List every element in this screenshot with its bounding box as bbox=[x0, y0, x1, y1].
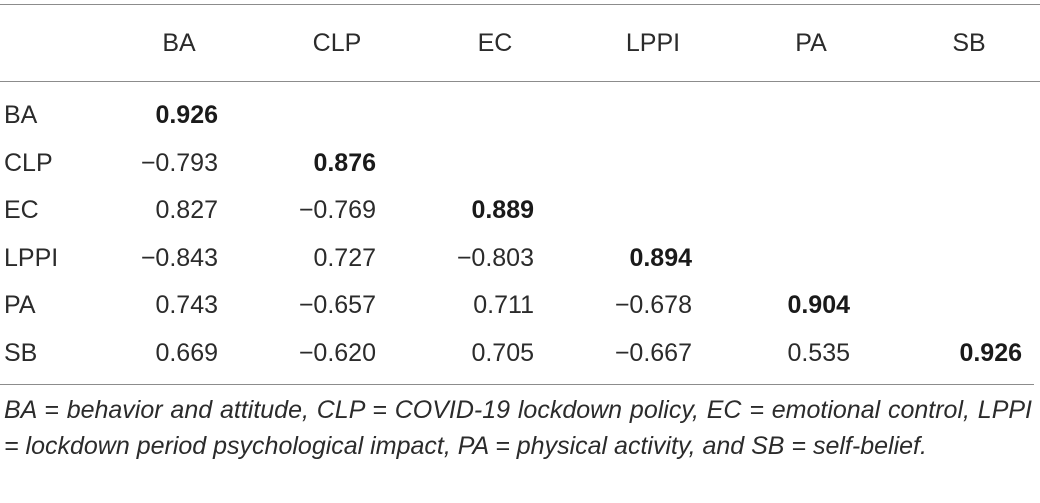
row-label-clp: CLP bbox=[4, 148, 53, 177]
col-header-sb: SB bbox=[952, 28, 986, 57]
header-row: BA CLP EC LPPI PA SB bbox=[0, 4, 1040, 82]
row-label-pa: PA bbox=[4, 291, 36, 320]
cell-ec-lppi bbox=[574, 187, 732, 235]
table-bottom-rule bbox=[0, 384, 1034, 385]
col-header-clp: CLP bbox=[312, 28, 362, 57]
table-body: BA 0.926 CLP −0.793 0.876 EC 0.827 bbox=[0, 82, 1040, 378]
cell-pa-pa: 0.904 bbox=[787, 291, 850, 320]
header-corner bbox=[0, 5, 100, 82]
cell-sb-pa: 0.535 bbox=[787, 338, 850, 367]
cell-ba-clp bbox=[258, 82, 416, 140]
row-label-ba: BA bbox=[4, 101, 38, 130]
cell-pa-lppi: −0.678 bbox=[614, 291, 692, 320]
col-header-ec: EC bbox=[477, 28, 513, 57]
cell-ec-ba: 0.827 bbox=[155, 196, 218, 225]
cell-sb-ba: 0.669 bbox=[155, 338, 218, 367]
cell-ba-ec bbox=[416, 82, 574, 140]
table-row-ba: BA 0.926 bbox=[0, 82, 1040, 140]
cell-ba-ba: 0.926 bbox=[155, 101, 218, 130]
cell-clp-clp: 0.876 bbox=[313, 148, 376, 177]
cell-lppi-pa bbox=[732, 235, 890, 283]
cell-ba-sb bbox=[890, 82, 1040, 140]
cell-ec-pa bbox=[732, 187, 890, 235]
table-row-clp: CLP −0.793 0.876 bbox=[0, 140, 1040, 188]
cell-lppi-ec: −0.803 bbox=[456, 243, 534, 272]
col-header-ba: BA bbox=[162, 28, 196, 57]
table-header: BA CLP EC LPPI PA SB bbox=[0, 4, 1040, 82]
cell-ba-pa bbox=[732, 82, 890, 140]
cell-sb-lppi: −0.667 bbox=[614, 338, 692, 367]
cell-clp-lppi bbox=[574, 140, 732, 188]
cell-lppi-sb bbox=[890, 235, 1040, 283]
cell-ba-lppi bbox=[574, 82, 732, 140]
row-label-ec: EC bbox=[4, 196, 39, 225]
cell-lppi-ba: −0.843 bbox=[140, 243, 218, 272]
row-label-lppi: LPPI bbox=[4, 243, 59, 272]
cell-ec-clp: −0.769 bbox=[298, 196, 376, 225]
cell-clp-ba: −0.793 bbox=[140, 148, 218, 177]
table-row-pa: PA 0.743 −0.657 0.711 −0.678 0.904 bbox=[0, 282, 1040, 330]
col-header-pa: PA bbox=[795, 28, 827, 57]
cell-ec-ec: 0.889 bbox=[471, 196, 534, 225]
table-row-ec: EC 0.827 −0.769 0.889 bbox=[0, 187, 1040, 235]
cell-sb-ec: 0.705 bbox=[471, 338, 534, 367]
cell-clp-sb bbox=[890, 140, 1040, 188]
cell-pa-ba: 0.743 bbox=[155, 291, 218, 320]
cell-sb-clp: −0.620 bbox=[298, 338, 376, 367]
cell-clp-ec bbox=[416, 140, 574, 188]
row-label-sb: SB bbox=[4, 338, 38, 367]
cell-sb-sb: 0.926 bbox=[959, 338, 1022, 367]
cell-ec-sb bbox=[890, 187, 1040, 235]
cell-pa-clp: −0.657 bbox=[298, 291, 376, 320]
table-footnote: BA = behavior and attitude, CLP = COVID-… bbox=[4, 396, 1032, 460]
col-header-lppi: LPPI bbox=[625, 28, 681, 57]
correlation-table: BA CLP EC LPPI PA SB BA 0.926 CLP −0.793 bbox=[0, 4, 1040, 377]
cell-pa-ec: 0.711 bbox=[473, 291, 534, 320]
cell-lppi-lppi: 0.894 bbox=[629, 243, 692, 272]
table-row-lppi: LPPI −0.843 0.727 −0.803 0.894 bbox=[0, 235, 1040, 283]
cell-clp-pa bbox=[732, 140, 890, 188]
cell-pa-sb bbox=[890, 282, 1040, 330]
cell-lppi-clp: 0.727 bbox=[313, 243, 376, 272]
table-row-sb: SB 0.669 −0.620 0.705 −0.667 0.535 0.926 bbox=[0, 330, 1040, 378]
